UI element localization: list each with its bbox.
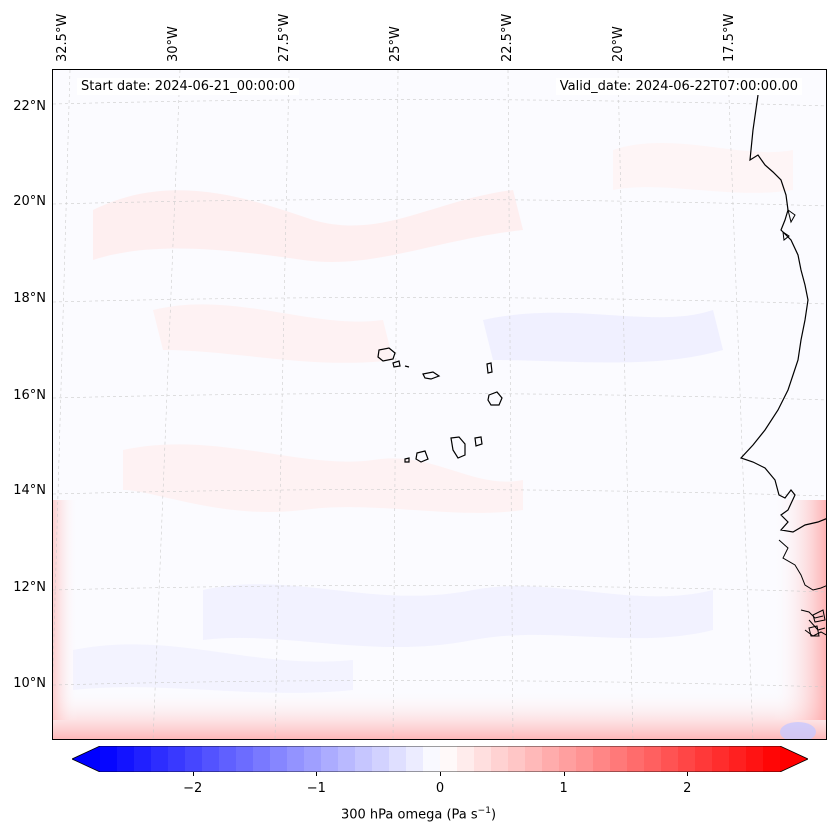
colorbar-segment bbox=[423, 746, 441, 772]
colorbar-label-exponent: −1 bbox=[477, 806, 491, 816]
colorbar-label-suffix: ) bbox=[490, 807, 497, 823]
colorbar-segment bbox=[406, 746, 424, 772]
colorbar-segment bbox=[389, 746, 407, 772]
colorbar-segment bbox=[559, 746, 577, 772]
longitude-label: 17.5°W bbox=[722, 13, 737, 62]
colorbar-segment bbox=[287, 746, 305, 772]
colorbar-segment bbox=[661, 746, 679, 772]
colorbar-segment bbox=[253, 746, 271, 772]
latitude-label: 18°N bbox=[13, 291, 46, 306]
colorbar-segment bbox=[610, 746, 628, 772]
map-panel: Start date: 2024-06-21_00:00:00 Valid_da… bbox=[52, 69, 827, 740]
cape-verde-islands bbox=[377, 347, 503, 463]
map-canvas bbox=[53, 70, 826, 739]
colorbar-segment bbox=[270, 746, 288, 772]
colorbar-segment bbox=[219, 746, 237, 772]
colorbar-segment bbox=[202, 746, 220, 772]
latitude-label: 12°N bbox=[13, 580, 46, 595]
bijagos-islands bbox=[782, 208, 826, 637]
colorbar-tick-mark bbox=[687, 772, 689, 776]
colorbar-tick-mark bbox=[440, 772, 441, 776]
colorbar-tick-label: 2 bbox=[683, 781, 692, 796]
colorbar-segment bbox=[134, 746, 152, 772]
colorbar-tick-mark bbox=[563, 772, 565, 776]
longitude-label: 25°W bbox=[388, 26, 403, 62]
colorbar-segment bbox=[695, 746, 713, 772]
colorbar-extend-min bbox=[72, 746, 100, 772]
colorbar-extend-max bbox=[780, 746, 808, 772]
omega-field bbox=[53, 70, 826, 739]
colorbar-segment bbox=[321, 746, 339, 772]
colorbar-segment bbox=[542, 746, 560, 772]
colorbar-segment bbox=[372, 746, 390, 772]
colorbar-tick-label: 0 bbox=[435, 781, 445, 796]
colorbar-segment bbox=[100, 746, 118, 772]
colorbar-segment bbox=[508, 746, 526, 772]
colorbar-segment bbox=[474, 746, 492, 772]
colorbar-tick-label: −2 bbox=[183, 781, 203, 796]
colorbar-segment bbox=[678, 746, 696, 772]
colorbar-segment bbox=[746, 746, 764, 772]
latitude-label: 22°N bbox=[13, 99, 46, 114]
longitude-label: 22.5°W bbox=[500, 13, 515, 62]
colorbar bbox=[72, 746, 808, 772]
colorbar-segment bbox=[712, 746, 730, 772]
colorbar-segment bbox=[117, 746, 135, 772]
colorbar-segment bbox=[440, 746, 458, 772]
colorbar-segment bbox=[185, 746, 203, 772]
colorbar-label-prefix: 300 hPa omega (Pa s bbox=[340, 807, 478, 823]
longitude-label: 20°W bbox=[611, 26, 626, 62]
colorbar-segment bbox=[644, 746, 662, 772]
guinea-bissau-coast bbox=[778, 539, 826, 637]
colorbar-segment bbox=[763, 746, 781, 772]
colorbar-label: 300 hPa omega (Pa s−1) bbox=[0, 806, 837, 822]
latitude-label: 20°N bbox=[13, 194, 46, 209]
colorbar-segment bbox=[304, 746, 322, 772]
colorbar-segment bbox=[627, 746, 645, 772]
start-date-label: Start date: 2024-06-21_00:00:00 bbox=[77, 78, 300, 95]
colorbar-tick-label: −1 bbox=[306, 781, 326, 796]
colorbar-segment bbox=[525, 746, 543, 772]
colorbar-segment bbox=[236, 746, 254, 772]
colorbar-segment bbox=[151, 746, 169, 772]
colorbar-segment bbox=[168, 746, 186, 772]
west-africa-coastline bbox=[739, 94, 826, 533]
colorbar-segment bbox=[338, 746, 356, 772]
colorbar-segment bbox=[491, 746, 509, 772]
colorbar-tick-mark bbox=[316, 772, 318, 776]
latitude-label: 14°N bbox=[13, 483, 46, 498]
latitude-label: 10°N bbox=[13, 676, 46, 691]
colorbar-segment bbox=[576, 746, 594, 772]
longitude-label: 32.5°W bbox=[55, 13, 70, 62]
colorbar-tick-label: 1 bbox=[559, 781, 568, 796]
colorbar-segment bbox=[593, 746, 611, 772]
colorbar-segment bbox=[729, 746, 747, 772]
latitude-label: 16°N bbox=[13, 388, 46, 403]
colorbar-tick-mark bbox=[192, 772, 194, 776]
graticule bbox=[53, 70, 826, 739]
longitude-label: 27.5°W bbox=[277, 13, 292, 62]
longitude-label: 30°W bbox=[166, 26, 181, 62]
colorbar-segment bbox=[355, 746, 373, 772]
valid-date-label: Valid_date: 2024-06-22T07:00:00.00 bbox=[555, 78, 802, 95]
colorbar-segment bbox=[457, 746, 475, 772]
